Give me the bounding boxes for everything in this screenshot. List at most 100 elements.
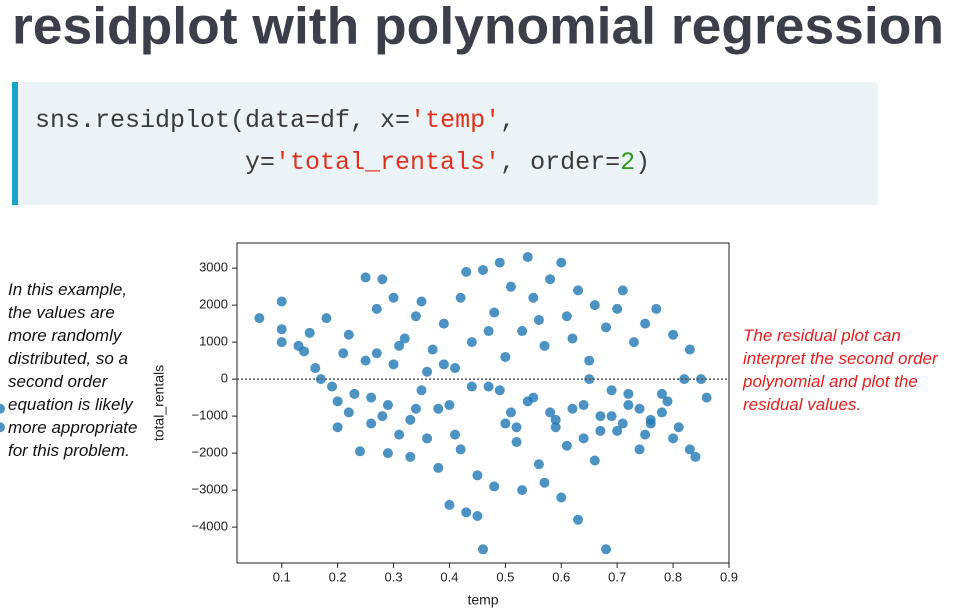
y-tick-label: 1000 bbox=[199, 334, 228, 349]
x-tick-label: 0.3 bbox=[385, 569, 403, 584]
code-box bbox=[12, 82, 878, 205]
point bbox=[276, 324, 287, 335]
point bbox=[612, 303, 623, 314]
point bbox=[394, 429, 405, 440]
point bbox=[377, 274, 388, 285]
point bbox=[567, 333, 578, 344]
point bbox=[589, 300, 600, 311]
code-string: 'temp' bbox=[410, 106, 500, 135]
point bbox=[321, 313, 332, 324]
point bbox=[550, 414, 561, 425]
x-tick-label: 0.5 bbox=[496, 569, 514, 584]
point bbox=[623, 400, 634, 411]
point bbox=[0, 403, 5, 414]
point bbox=[595, 411, 606, 422]
point bbox=[388, 359, 399, 370]
code: ) bbox=[635, 148, 650, 177]
point bbox=[332, 396, 343, 407]
point bbox=[561, 311, 572, 322]
point bbox=[533, 459, 544, 470]
point bbox=[656, 388, 667, 399]
point bbox=[539, 477, 550, 488]
code: sns.residplot(data=df, x= bbox=[35, 106, 410, 135]
point bbox=[528, 292, 539, 303]
point bbox=[640, 429, 651, 440]
point bbox=[651, 303, 662, 314]
point bbox=[276, 337, 287, 348]
point bbox=[550, 422, 561, 433]
point bbox=[0, 422, 5, 433]
x-tick-label: 0.7 bbox=[608, 569, 626, 584]
point bbox=[662, 396, 673, 407]
point bbox=[422, 433, 433, 444]
point bbox=[533, 314, 544, 325]
point bbox=[578, 400, 589, 411]
point bbox=[388, 292, 399, 303]
point bbox=[628, 337, 639, 348]
point bbox=[505, 281, 516, 292]
point bbox=[466, 337, 477, 348]
point bbox=[517, 326, 528, 337]
point bbox=[640, 318, 651, 329]
point bbox=[561, 440, 572, 451]
point bbox=[343, 329, 354, 340]
y-tick-label: −4000 bbox=[191, 519, 228, 534]
point bbox=[679, 374, 690, 385]
point bbox=[304, 327, 315, 338]
point bbox=[366, 392, 377, 403]
plot-frame bbox=[236, 242, 730, 564]
code-string: 'total_rentals' bbox=[275, 148, 500, 177]
point bbox=[343, 407, 354, 418]
y-tick-label: 2000 bbox=[199, 297, 228, 312]
point bbox=[416, 385, 427, 396]
point bbox=[466, 381, 477, 392]
point bbox=[489, 481, 500, 492]
left-note: In this example, the values are more ran… bbox=[8, 280, 138, 460]
point bbox=[656, 407, 667, 418]
point bbox=[634, 403, 645, 414]
point bbox=[377, 411, 388, 422]
point bbox=[584, 355, 595, 366]
y-tick-label: 3000 bbox=[199, 260, 228, 275]
point bbox=[522, 396, 533, 407]
point bbox=[276, 296, 287, 307]
point bbox=[522, 252, 533, 263]
point bbox=[606, 385, 617, 396]
point bbox=[438, 359, 449, 370]
y-tick-label: 0 bbox=[221, 371, 228, 386]
point bbox=[405, 451, 416, 462]
x-tick-label: 0.8 bbox=[664, 569, 682, 584]
point bbox=[349, 388, 360, 399]
point bbox=[701, 392, 712, 403]
point bbox=[617, 418, 628, 429]
point bbox=[511, 422, 522, 433]
point bbox=[455, 444, 466, 455]
point bbox=[483, 381, 494, 392]
point bbox=[382, 400, 393, 411]
x-axis-label: temp bbox=[467, 592, 498, 608]
point bbox=[684, 344, 695, 355]
y-axis-label: total_rentals bbox=[151, 365, 167, 441]
point bbox=[601, 322, 611, 333]
x-tick-label: 0.2 bbox=[329, 569, 347, 584]
point bbox=[399, 333, 410, 344]
point bbox=[338, 348, 349, 359]
code: , bbox=[500, 106, 515, 135]
point bbox=[461, 266, 472, 277]
point bbox=[360, 272, 371, 283]
point bbox=[366, 418, 377, 429]
point bbox=[505, 407, 516, 418]
point bbox=[444, 499, 455, 510]
point bbox=[327, 381, 338, 392]
point bbox=[410, 403, 421, 414]
point bbox=[472, 511, 483, 522]
slide-title: residplot with polynomial regression bbox=[12, 0, 944, 56]
point bbox=[690, 451, 701, 462]
point bbox=[511, 437, 522, 448]
point bbox=[355, 446, 365, 457]
point bbox=[360, 355, 371, 366]
point bbox=[545, 274, 556, 285]
point bbox=[668, 433, 679, 444]
code: sns.residplot(data=df, x='temp', y='tota… bbox=[35, 106, 650, 177]
